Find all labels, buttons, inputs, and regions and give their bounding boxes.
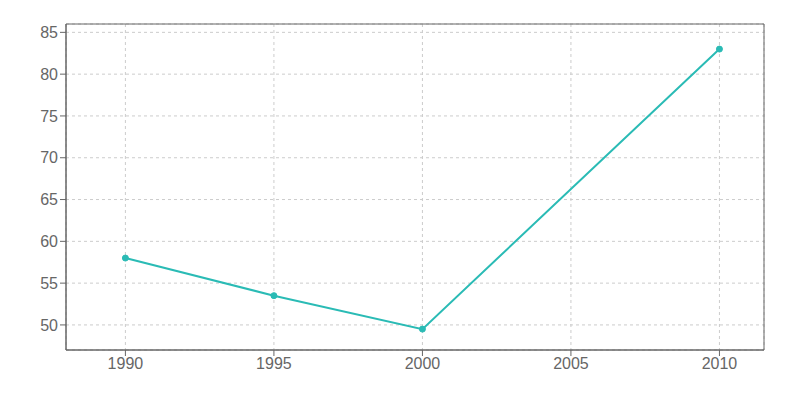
svg-text:2010: 2010	[702, 355, 738, 372]
svg-text:50: 50	[40, 317, 58, 334]
svg-text:65: 65	[40, 191, 58, 208]
svg-text:60: 60	[40, 233, 58, 250]
svg-text:80: 80	[40, 66, 58, 83]
svg-text:70: 70	[40, 149, 58, 166]
svg-text:2000: 2000	[405, 355, 441, 372]
svg-text:85: 85	[40, 24, 58, 41]
svg-text:1990: 1990	[108, 355, 144, 372]
svg-text:1995: 1995	[256, 355, 292, 372]
svg-text:55: 55	[40, 275, 58, 292]
svg-text:75: 75	[40, 108, 58, 125]
svg-text:2005: 2005	[553, 355, 589, 372]
